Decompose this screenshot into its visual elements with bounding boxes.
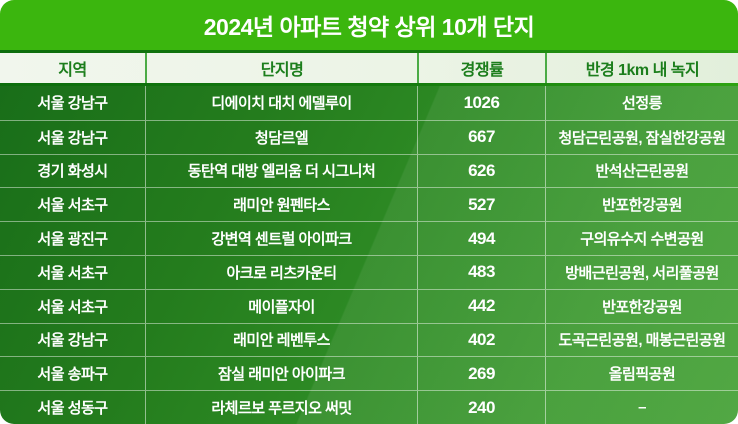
cell-complex-name: 메이플자이 (145, 289, 417, 323)
cell-region: 서울 서초구 (37, 264, 108, 282)
cell-complex-name: 래미안 원펜타스 (145, 188, 417, 222)
cell-competition-ratio: 483 (417, 255, 545, 289)
cell-competition-ratio: 494 (417, 222, 545, 255)
cell-green-space: 반포한강공원 (545, 188, 738, 222)
table-row: 서울 강남구 래미안 레벤투스 402 도곡근린공원, 매봉근린공원 (0, 322, 738, 357)
table-header-row: 지역 단지명 경쟁률 반경 1km 내 녹지 (0, 53, 738, 83)
cell-region: 서울 서초구 (37, 298, 108, 316)
cell-competition-ratio: 240 (417, 391, 545, 424)
cell-competition-ratio: 402 (417, 323, 545, 357)
cell-region: 서울 강남구 (37, 332, 108, 350)
header-top-divider (0, 50, 738, 53)
cell-green-space: 반포한강공원 (545, 289, 738, 323)
cell-complex-name: 청담르엘 (145, 120, 417, 154)
table-row: 서울 서초구 래미안 원펜타스 527 반포한강공원 (0, 187, 738, 222)
cell-complex-name: 강변역 센트럴 아이파크 (145, 222, 417, 255)
column-header-competition-ratio: 경쟁률 (417, 53, 545, 83)
card-title-bar: 2024년 아파트 청약 상위 10개 단지 (0, 0, 738, 50)
page-title: 2024년 아파트 청약 상위 10개 단지 (203, 14, 535, 40)
cell-region: 서울 송파구 (37, 366, 108, 384)
table-row: 경기 화성시 동탄역 대방 엘리움 더 시그니처 626 반석산근린공원 (0, 153, 738, 188)
cell-competition-ratio: 1026 (417, 86, 545, 120)
cell-complex-name: 디에이치 대치 에델루이 (145, 86, 417, 120)
cell-green-space: 구의유수지 수변공원 (545, 222, 738, 255)
cell-complex-name: 래미안 레벤투스 (145, 323, 417, 357)
table-row: 서울 송파구 잠실 래미안 아이파크 269 올림픽공원 (0, 356, 738, 391)
cell-competition-ratio: 269 (417, 357, 545, 391)
cell-green-space: 방배근린공원, 서리풀공원 (545, 255, 738, 289)
cell-complex-name: 동탄역 대방 엘리움 더 시그니처 (145, 154, 417, 188)
column-header-complex-name: 단지명 (145, 53, 417, 83)
cell-region: 서울 강남구 (37, 95, 108, 113)
cell-complex-name: 잠실 래미안 아이파크 (145, 357, 417, 391)
cell-region: 서울 광진구 (37, 231, 108, 249)
header-bottom-divider (0, 83, 738, 86)
cell-green-space: 선정릉 (545, 86, 738, 120)
cell-region: 서울 서초구 (37, 197, 108, 215)
column-header-region: 지역 (58, 62, 87, 79)
table-row: 서울 서초구 아크로 리츠카운티 483 방배근린공원, 서리풀공원 (0, 254, 738, 289)
cell-region: 서울 강남구 (37, 129, 108, 147)
table-row: 서울 서초구 메이플자이 442 반포한강공원 (0, 288, 738, 323)
column-header-green-space: 반경 1km 내 녹지 (545, 53, 738, 83)
table-body: 서울 강남구 디에이치 대치 에델루이 1026 선정릉 서울 강남구 청담르엘… (0, 86, 738, 424)
cell-green-space: – (545, 391, 738, 424)
cell-region: 서울 성동구 (37, 400, 108, 418)
cell-competition-ratio: 667 (417, 120, 545, 154)
table-row: 서울 강남구 디에이치 대치 에델루이 1026 선정릉 (0, 86, 738, 120)
cell-green-space: 청담근린공원, 잠실한강공원 (545, 120, 738, 154)
table-row: 서울 강남구 청담르엘 667 청담근린공원, 잠실한강공원 (0, 119, 738, 154)
cell-green-space: 반석산근린공원 (545, 154, 738, 188)
cell-complex-name: 아크로 리츠카운티 (145, 255, 417, 289)
cell-green-space: 올림픽공원 (545, 357, 738, 391)
cell-competition-ratio: 527 (417, 188, 545, 222)
table-row: 서울 성동구 라체르보 푸르지오 써밋 240 – (0, 390, 738, 424)
cell-complex-name: 라체르보 푸르지오 써밋 (145, 391, 417, 424)
cell-competition-ratio: 626 (417, 154, 545, 188)
cell-green-space: 도곡근린공원, 매봉근린공원 (545, 323, 738, 357)
cell-competition-ratio: 442 (417, 289, 545, 323)
table-row: 서울 광진구 강변역 센트럴 아이파크 494 구의유수지 수변공원 (0, 221, 738, 255)
cell-region: 경기 화성시 (37, 163, 108, 181)
